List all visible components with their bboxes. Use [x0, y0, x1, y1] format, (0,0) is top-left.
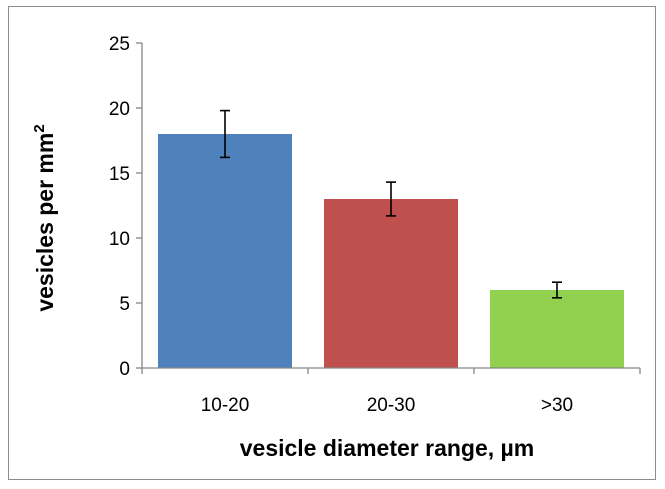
error-bar-3	[552, 281, 562, 299]
x-axis-title: vesicle diameter range, µm	[240, 435, 535, 461]
x-tick-labels: 10-20 20-30 >30	[201, 395, 573, 416]
y-tick-label: 20	[109, 99, 130, 120]
y-tick-label: 10	[109, 229, 130, 250]
y-tick-label: 0	[119, 359, 130, 380]
x-tick-label: >30	[541, 395, 573, 416]
bar-1	[158, 134, 292, 368]
y-tick-label: 15	[109, 164, 130, 185]
x-tick-label: 20-30	[367, 395, 416, 416]
y-tick-label: 25	[109, 34, 130, 55]
bar-3	[490, 290, 624, 368]
x-tick-label: 10-20	[201, 395, 250, 416]
y-axis-title-superscript: 2	[31, 124, 48, 132]
y-tick-labels: 0 5 10 15 20 25	[109, 34, 130, 380]
y-axis-title: vesicles per mm2	[31, 124, 58, 311]
y-axis-title-main: vesicles per mm	[32, 133, 58, 312]
axes	[136, 42, 641, 374]
bar-2	[324, 199, 458, 368]
bars	[158, 134, 624, 368]
y-tick-label: 5	[119, 294, 130, 315]
error-bar-1	[220, 109, 230, 159]
error-bars	[220, 109, 562, 299]
error-bar-2	[386, 181, 396, 217]
